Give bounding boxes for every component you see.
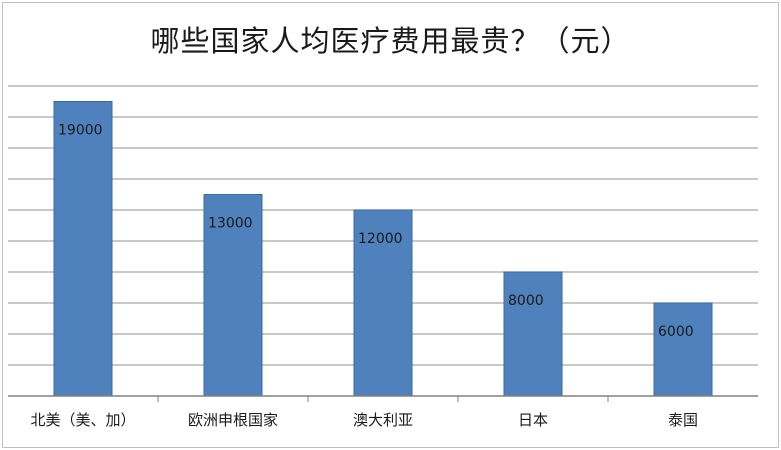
data-label: 8000 [508, 293, 544, 309]
bar [653, 302, 713, 397]
category-label: 澳大利亚 [353, 411, 413, 429]
category-label: 日本 [518, 411, 548, 429]
bar [203, 194, 263, 397]
bar [353, 209, 413, 397]
bar [503, 271, 563, 397]
data-label: 6000 [658, 324, 694, 340]
category-label: 北美（美、加） [30, 411, 135, 429]
data-label: 19000 [58, 123, 103, 139]
category-label: 泰国 [668, 411, 698, 429]
data-label: 13000 [208, 216, 253, 232]
bars [53, 101, 713, 397]
bar [53, 101, 113, 397]
category-label: 欧洲申根国家 [188, 411, 278, 429]
axes [8, 395, 758, 402]
chart-title: 哪些国家人均医疗费用最贵？（元） [150, 24, 631, 58]
labels: 19000 北美（美、加） 13000 欧洲申根国家 12000 澳大利亚 8000 日本 60… [30, 123, 698, 430]
data-label: 12000 [358, 231, 403, 247]
